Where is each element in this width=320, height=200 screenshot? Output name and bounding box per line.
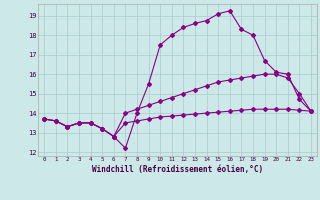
X-axis label: Windchill (Refroidissement éolien,°C): Windchill (Refroidissement éolien,°C) — [92, 165, 263, 174]
